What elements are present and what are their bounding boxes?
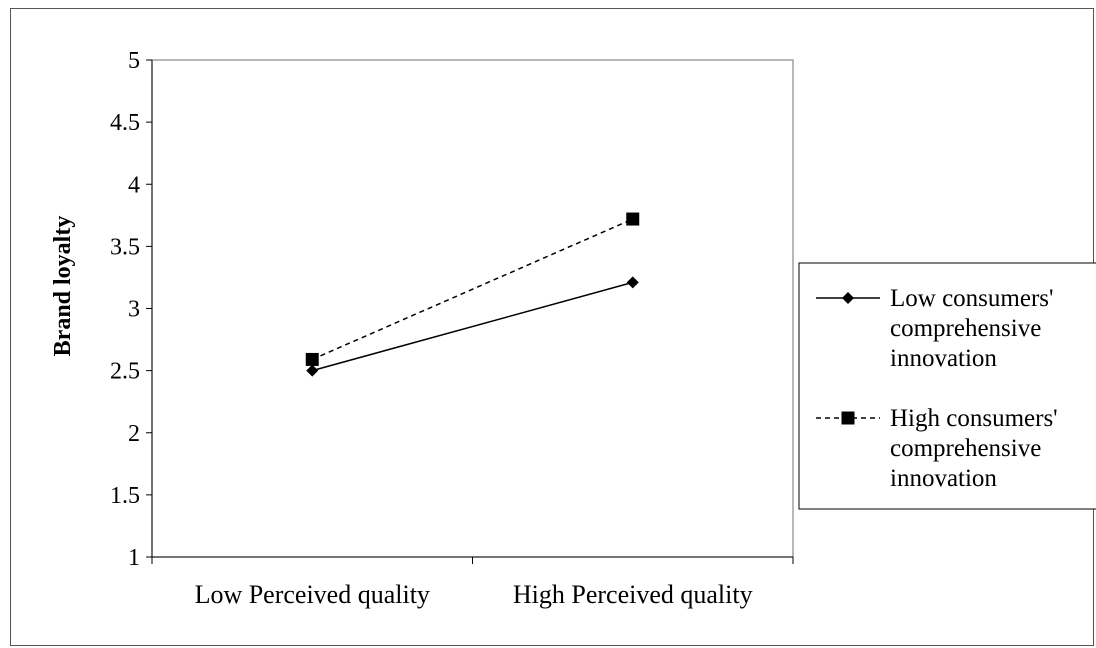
y-tick-label: 5 <box>128 48 140 74</box>
y-axis-title: Brand loyalty <box>50 216 76 357</box>
legend-label: innovation <box>890 345 997 372</box>
data-point <box>305 352 319 366</box>
data-point <box>306 364 319 377</box>
legend-label: High consumers' <box>890 405 1058 432</box>
plot-area <box>151 59 794 558</box>
legend-entry: Low consumers' comprehensive innovation <box>816 285 1054 372</box>
series-low-innovation <box>306 276 639 377</box>
legend-marker <box>842 292 854 304</box>
y-tick-label: 2 <box>128 421 140 447</box>
data-point <box>626 212 640 226</box>
series-line <box>311 218 634 361</box>
y-tick-label: 1.5 <box>110 483 140 509</box>
x-category-label: Low Perceived quality <box>195 580 430 609</box>
legend-label: comprehensive <box>890 435 1041 462</box>
legend-marker <box>841 411 855 425</box>
legend-entry: High consumers' comprehensive innovation <box>816 405 1058 492</box>
y-axis-ticks: 1 1.5 2 2.5 3 3.5 4 4.5 5 <box>110 48 152 571</box>
series-high-innovation <box>305 212 640 366</box>
y-tick-label: 3.5 <box>110 234 140 260</box>
series-line <box>312 281 633 372</box>
legend-box <box>798 262 1096 510</box>
x-axis-ticks: Low Perceived quality High Perceived qual… <box>151 557 794 609</box>
data-point <box>626 276 639 289</box>
y-tick-label: 4.5 <box>110 110 140 136</box>
legend: Low consumers'comprehensiveinnovationHig… <box>798 262 1096 510</box>
y-tick-label: 4 <box>128 172 140 198</box>
y-tick-label: 3 <box>128 297 140 323</box>
y-tick-label: 1 <box>128 545 140 571</box>
x-category-label: High Perceived quality <box>513 580 753 609</box>
legend-label: Low consumers' <box>890 285 1054 312</box>
legend-label: comprehensive <box>890 315 1041 342</box>
plot-border <box>151 59 794 558</box>
y-tick-label: 2.5 <box>110 359 140 385</box>
series-group <box>305 212 640 377</box>
legend-label: innovation <box>890 465 997 492</box>
